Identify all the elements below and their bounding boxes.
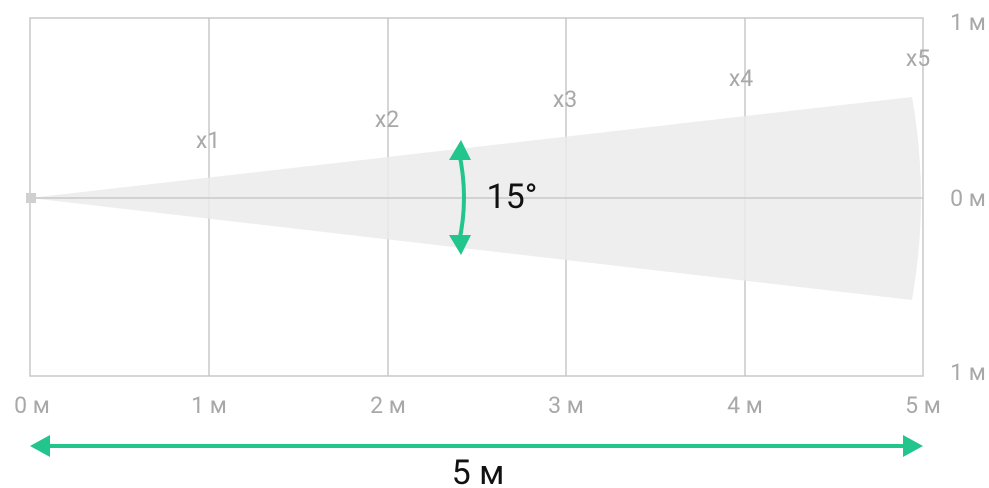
angle-arrow	[449, 140, 471, 255]
sensor	[26, 193, 36, 203]
x-axis-label: 3 м	[548, 392, 584, 419]
y-axis-label: 1 м	[950, 9, 986, 36]
angle-label: 15°	[487, 177, 538, 217]
zoom-label: x3	[553, 86, 577, 113]
zoom-label: x2	[375, 106, 399, 133]
x-axis-label: 4 м	[727, 392, 763, 419]
y-axis-label: 0 м	[950, 185, 986, 212]
x-axis-label: 5 м	[905, 392, 941, 419]
x-axis-label: 1 м	[191, 392, 227, 419]
zoom-label: x4	[729, 65, 753, 92]
distance-arrow	[30, 435, 923, 457]
x-axis-label: 0 м	[14, 392, 50, 419]
distance-label: 5 м	[452, 453, 505, 488]
zoom-label: x1	[196, 127, 220, 154]
x-axis-label: 2 м	[370, 392, 406, 419]
y-axis-label: 1 м	[950, 359, 986, 386]
zoom-label: x5	[906, 45, 930, 72]
